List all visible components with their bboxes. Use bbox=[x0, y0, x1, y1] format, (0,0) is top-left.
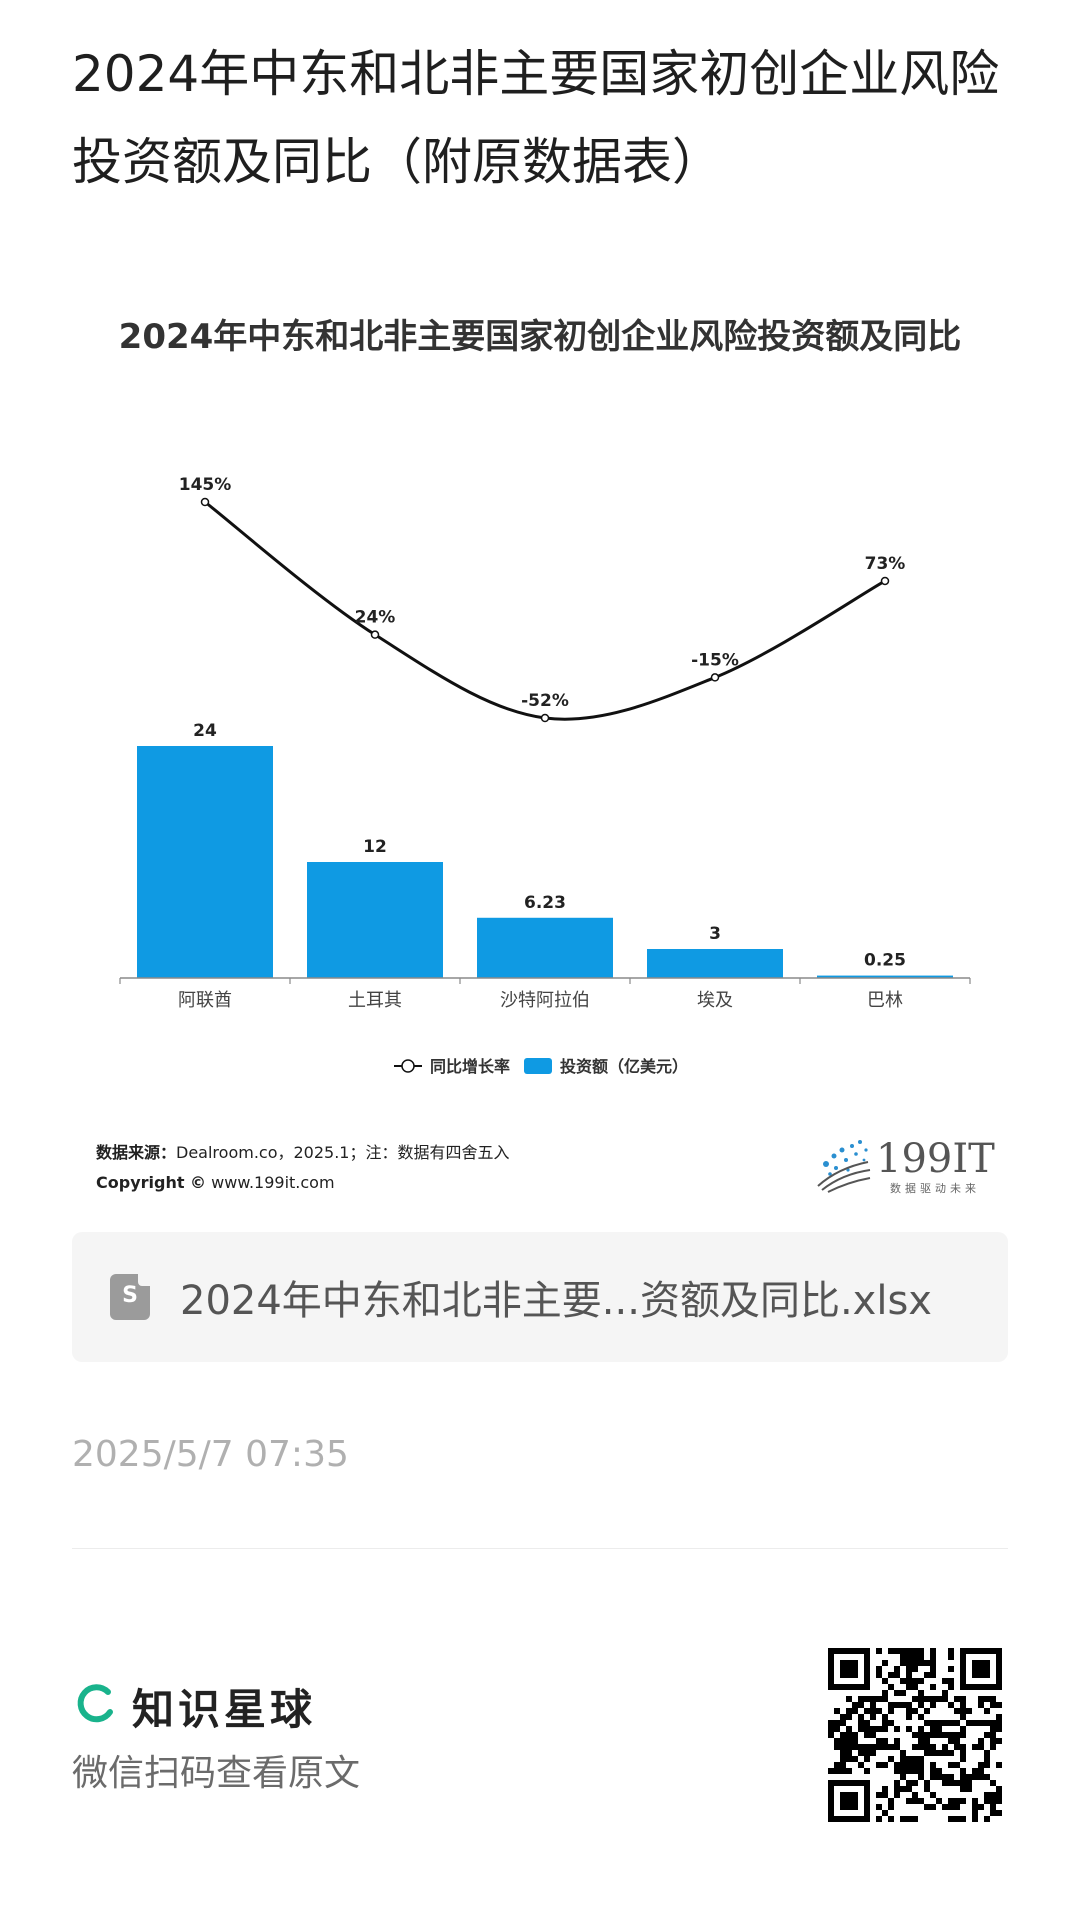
source-label: 数据来源： bbox=[96, 1143, 177, 1162]
bar-value-label: 3 bbox=[709, 924, 721, 944]
file-name[interactable]: 2024年中东和北非主要...资额及同比.xlsx bbox=[180, 1278, 932, 1324]
scan-tip: 微信扫码查看原文 bbox=[72, 1753, 361, 1794]
bars-layer: 24 12 6.23 3 0.25 bbox=[137, 721, 953, 978]
bar-value-label: 6.23 bbox=[524, 893, 566, 913]
bar-0 bbox=[137, 746, 273, 978]
bar-value-label: 12 bbox=[363, 837, 387, 857]
chart-legend: 同比增长率 投资额（亿美元） bbox=[394, 1057, 688, 1076]
x-tick-label: 巴林 bbox=[867, 990, 903, 1011]
bar-4 bbox=[817, 975, 953, 978]
copyright-url: www.199it.com bbox=[211, 1173, 335, 1192]
bar-1 bbox=[307, 862, 443, 978]
copyright-label: Copyright © bbox=[96, 1173, 207, 1192]
growth-point-3 bbox=[710, 673, 720, 682]
line-layer: 145% 24% -52% -15% 73% bbox=[179, 475, 906, 723]
growth-point-0 bbox=[200, 497, 210, 507]
source-text: Dealroom.co，2025.1；注：数据有四舍五入 bbox=[176, 1143, 510, 1162]
legend-item-growth: 同比增长率 bbox=[430, 1057, 510, 1076]
growth-line bbox=[204, 500, 886, 721]
logo-tagline: 数据驱动未来 bbox=[890, 1181, 980, 1195]
growth-value-label: 24% bbox=[355, 608, 396, 628]
spreadsheet-file-icon: S bbox=[110, 1274, 150, 1320]
combo-chart: 2024年中东和北非主要国家初创企业风险投资额及同比 24 12 6.23 3 0.25… bbox=[119, 317, 971, 1076]
x-tick-label: 土耳其 bbox=[348, 990, 402, 1011]
growth-point-4 bbox=[880, 576, 890, 586]
post-timestamp: 2025/5/7 07:35 bbox=[72, 1434, 349, 1475]
bar-value-label: 24 bbox=[193, 721, 217, 741]
199it-logo: 199IT 数据驱动未来 bbox=[817, 1136, 995, 1195]
legend-line-dot bbox=[401, 1059, 415, 1073]
divider bbox=[72, 1548, 1008, 1549]
bar-value-label: 0.25 bbox=[864, 951, 906, 971]
legend-item-investment: 投资额（亿美元） bbox=[560, 1057, 688, 1076]
qr-code bbox=[828, 1648, 1002, 1822]
logo-name: 199IT bbox=[876, 1136, 995, 1182]
chart-title: 2024年中东和北非主要国家初创企业风险投资额及同比 bbox=[119, 317, 962, 357]
bar-3 bbox=[647, 949, 783, 978]
growth-value-label: 73% bbox=[865, 554, 906, 574]
growth-value-label: 145% bbox=[179, 475, 232, 495]
x-tick-label: 阿联酋 bbox=[178, 990, 232, 1011]
growth-value-label: -52% bbox=[521, 691, 569, 711]
page-title: 2024年中东和北非主要国家初创企业风险投资额及同比（附原数据表） bbox=[72, 45, 1000, 191]
brand-name: 知识星球 bbox=[132, 1685, 317, 1734]
growth-point-1 bbox=[370, 630, 380, 639]
chart-card: 2024年中东和北非主要国家初创企业风险投资额及同比 24 12 6.23 3 0.25… bbox=[72, 290, 1008, 1210]
x-tick-label: 埃及 bbox=[697, 990, 733, 1011]
legend-bar-swatch bbox=[524, 1058, 552, 1074]
bar-2 bbox=[477, 917, 613, 978]
growth-point-2 bbox=[540, 713, 550, 723]
zsxq-logo-icon bbox=[77, 1684, 113, 1723]
growth-value-label: -15% bbox=[691, 650, 739, 670]
attachment-file-card[interactable]: S 2024年中东和北非主要...资额及同比.xlsx bbox=[72, 1232, 1008, 1362]
data-source-note: 数据来源：Dealroom.co，2025.1；注：数据有四舍五入 Copyri… bbox=[96, 1138, 509, 1198]
x-tick-label: 沙特阿拉伯 bbox=[500, 990, 590, 1011]
x-axis: 阿联酋 土耳其 沙特阿拉伯 埃及 巴林 bbox=[119, 977, 971, 1011]
